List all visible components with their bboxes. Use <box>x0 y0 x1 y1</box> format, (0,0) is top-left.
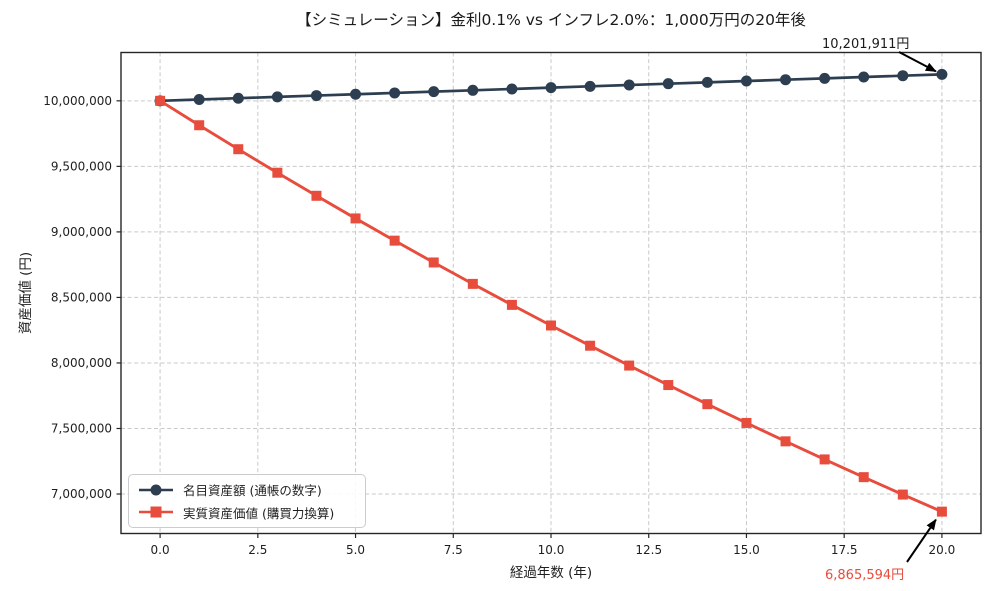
real-data-point <box>311 190 322 201</box>
real-data-point <box>506 299 517 310</box>
real-data-point <box>702 399 713 410</box>
nominal-data-point <box>780 74 792 86</box>
x-tick-label: 10.0 <box>538 543 565 557</box>
annotation-final-real: 6,865,594円 <box>825 568 905 583</box>
nominal-data-point <box>936 68 948 80</box>
x-tick-label: 15.0 <box>733 543 760 557</box>
nominal-data-point <box>740 75 752 87</box>
x-tick-label: 2.5 <box>248 543 267 557</box>
real-data-point <box>780 436 791 447</box>
y-tick-label: 8,500,000 <box>51 290 112 304</box>
circle-marker-icon <box>150 484 162 496</box>
real-data-point <box>663 380 674 391</box>
nominal-data-point <box>389 87 401 99</box>
y-tick-label: 7,000,000 <box>51 487 112 501</box>
real-data-point <box>624 360 635 371</box>
real-data-point <box>858 472 869 483</box>
y-tick-label: 8,000,000 <box>51 356 112 370</box>
real-data-point <box>585 340 596 351</box>
real-data-point <box>428 257 439 268</box>
nominal-data-point <box>584 80 596 92</box>
x-tick-label: 5.0 <box>346 543 365 557</box>
real-data-point <box>819 454 830 465</box>
nominal-data-point <box>662 78 674 90</box>
real-data-point <box>467 278 478 289</box>
nominal-data-point <box>350 88 362 100</box>
x-tick-label: 0.0 <box>151 543 170 557</box>
annotation-arrow-nominal <box>898 51 937 73</box>
nominal-data-point <box>271 91 283 103</box>
y-tick-label: 9,500,000 <box>51 159 112 173</box>
real-data-point <box>272 167 283 178</box>
annotation-final-nominal: 10,201,911円 <box>822 37 910 52</box>
y-axis-label: 資産価値 (円) <box>18 251 34 335</box>
x-tick-label: 7.5 <box>444 543 463 557</box>
nominal-data-point <box>858 71 870 83</box>
nominal-data-point <box>232 92 244 104</box>
chart-title: 【シミュレーション】金利0.1% vs インフレ2.0%：1,000万円の20年… <box>296 11 806 29</box>
x-axis-label: 経過年数 (年) <box>509 565 593 581</box>
x-tick-label: 20.0 <box>929 543 956 557</box>
real-data-point <box>741 417 752 428</box>
legend: 名目資産額 (通帳の数字) 実質資産価値 (購買力換算) <box>128 474 366 528</box>
nominal-data-point <box>428 86 440 98</box>
nominal-data-point <box>310 90 322 102</box>
nominal-data-point <box>545 82 557 94</box>
square-marker-icon <box>150 506 162 518</box>
real-data-point <box>155 95 166 106</box>
y-tick-label: 9,000,000 <box>51 225 112 239</box>
real-data-point <box>897 489 908 500</box>
legend-item-real: 実質資産価値 (購買力換算) <box>138 503 356 522</box>
nominal-data-point <box>897 70 909 82</box>
real-data-point <box>350 213 361 224</box>
real-data-point <box>389 235 400 246</box>
nominal-data-point <box>819 72 831 84</box>
legend-label-nominal: 名目資産額 (通帳の数字) <box>183 483 322 499</box>
annotation-arrow-real <box>906 518 937 563</box>
y-tick-label: 10,000,000 <box>43 94 112 108</box>
real-line-swatch <box>139 506 173 518</box>
nominal-data-point <box>193 94 205 106</box>
real-data-point <box>546 320 556 331</box>
x-tick-label: 12.5 <box>635 543 662 557</box>
nominal-data-point <box>506 83 518 95</box>
real-data-point <box>233 144 244 155</box>
nominal-line-swatch <box>139 484 173 496</box>
legend-item-nominal: 名目資産額 (通帳の数字) <box>138 480 356 499</box>
nominal-data-point <box>701 76 713 88</box>
real-data-point <box>936 506 947 517</box>
nominal-data-point <box>467 84 479 96</box>
real-data-point <box>194 120 205 131</box>
legend-label-real: 実質資産価値 (購買力換算) <box>183 505 335 521</box>
y-tick-label: 7,500,000 <box>51 421 112 435</box>
x-tick-label: 17.5 <box>831 543 858 557</box>
nominal-data-point <box>623 79 635 91</box>
